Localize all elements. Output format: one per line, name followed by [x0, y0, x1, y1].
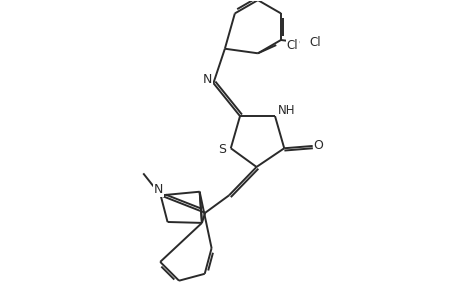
Text: NH: NH [277, 104, 295, 117]
Text: S: S [218, 143, 226, 156]
Text: N: N [153, 183, 162, 196]
Text: O: O [313, 140, 323, 152]
Text: N: N [203, 73, 212, 86]
Text: Cl: Cl [285, 38, 297, 52]
Text: Cl: Cl [309, 36, 320, 49]
